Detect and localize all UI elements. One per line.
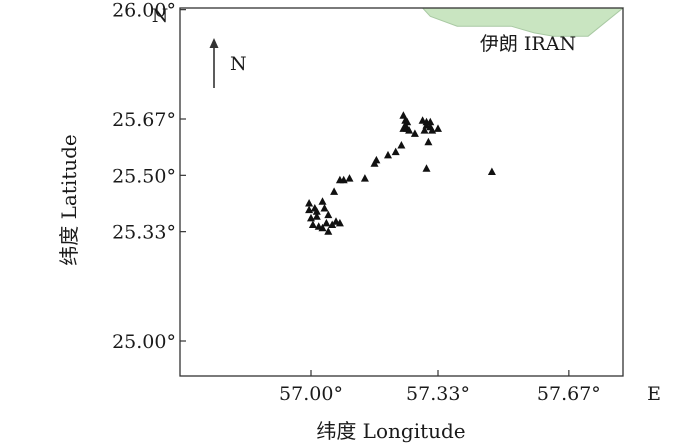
station-marker — [360, 174, 369, 182]
station-marker — [307, 213, 315, 222]
station-marker — [305, 205, 314, 214]
x-tick-label: 57.33° — [406, 383, 470, 405]
station-marker — [434, 124, 442, 132]
iran-land-polygon — [414, 7, 625, 37]
x-axis-title: 纬度 Longitude — [316, 419, 465, 443]
y-tick-label: 25.67° — [112, 109, 176, 131]
station-marker — [397, 141, 406, 149]
station-marker — [420, 126, 429, 134]
station-marker — [308, 220, 317, 228]
station-marker — [320, 204, 329, 212]
station-marker — [384, 150, 392, 159]
iran-landmass — [414, 7, 625, 37]
y-axis-hemisphere-label: N — [152, 5, 169, 27]
station-marker — [330, 187, 339, 195]
station-marker — [318, 197, 327, 205]
station-marker — [424, 137, 433, 146]
station-marker — [305, 199, 314, 207]
iran-land-label: 伊朗 IRAN — [480, 33, 576, 55]
x-axis-hemisphere-label: E — [647, 383, 661, 405]
map-frame — [179, 7, 624, 377]
x-axis-ticks: 57.00° 57.33° 57.67° — [279, 370, 601, 405]
station-marker — [345, 174, 354, 182]
x-tick-label: 57.00° — [279, 383, 343, 405]
y-tick-label: 25.00° — [112, 331, 176, 353]
station-marker — [487, 167, 496, 175]
y-axis-ticks: 26.00° 25.67° 25.50° 25.33° 25.00° — [112, 0, 186, 353]
station-marker — [426, 117, 435, 126]
north-arrow-head — [209, 38, 219, 48]
station-marker — [391, 147, 400, 156]
y-tick-label: 25.33° — [112, 222, 176, 244]
y-tick-label: 25.50° — [112, 165, 176, 187]
station-marker — [405, 126, 414, 134]
station-marker — [312, 212, 321, 220]
station-marker — [318, 223, 327, 232]
station-marker — [370, 159, 379, 167]
station-marker — [335, 175, 344, 184]
station-marker — [312, 207, 321, 215]
station-marker — [335, 218, 344, 227]
x-tick-label: 57.67° — [537, 383, 601, 405]
station-marker — [410, 129, 419, 137]
station-marker — [328, 220, 337, 228]
station-marker — [324, 210, 333, 219]
y-axis-title: 纬度 Latitude — [57, 134, 81, 266]
station-marker — [422, 164, 431, 172]
station-marker — [324, 227, 333, 235]
station-marker — [322, 218, 331, 227]
north-arrow-label: N — [230, 53, 247, 75]
y-tick-label: 26.00° — [112, 0, 176, 22]
sampling-stations — [305, 111, 496, 235]
north-arrow: N — [209, 38, 247, 88]
station-marker — [399, 111, 408, 119]
